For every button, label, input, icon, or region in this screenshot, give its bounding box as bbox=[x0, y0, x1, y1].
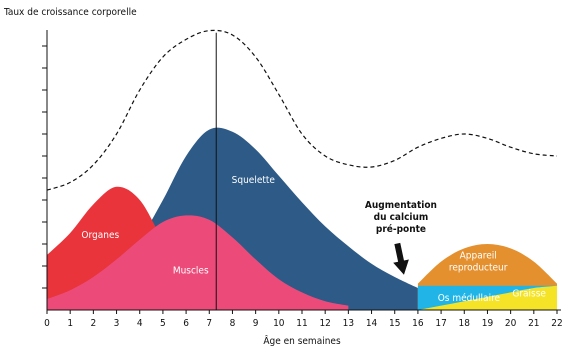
x-tick-label: 16 bbox=[412, 318, 424, 329]
total-line bbox=[46, 29, 558, 191]
x-tick-label: 19 bbox=[482, 318, 494, 329]
x-tick-label: 15 bbox=[389, 318, 400, 329]
series-label: Graisse bbox=[512, 289, 546, 300]
label-line: Appareil bbox=[460, 251, 497, 262]
x-tick-label: 1 bbox=[67, 318, 73, 329]
x-tick-label: 2 bbox=[90, 318, 96, 329]
annotation-text: du calcium bbox=[374, 212, 429, 223]
series-label: Squelette bbox=[232, 175, 276, 186]
annotation-text: Augmentation bbox=[365, 200, 437, 211]
x-tick-label: 3 bbox=[114, 318, 120, 329]
label-line: reproducteur bbox=[449, 263, 508, 274]
x-tick-label: 17 bbox=[435, 318, 446, 329]
x-tick-label: 13 bbox=[343, 318, 354, 329]
x-tick-label: 20 bbox=[505, 318, 517, 329]
series-label: Os médullaire bbox=[438, 292, 501, 304]
x-tick-label: 18 bbox=[459, 318, 471, 329]
area bbox=[417, 285, 557, 310]
x-tick-label: 21 bbox=[528, 318, 539, 329]
area bbox=[47, 215, 349, 310]
series-label: Organes bbox=[81, 230, 119, 241]
x-tick-label: 5 bbox=[160, 318, 166, 329]
x-tick-label: 7 bbox=[206, 318, 212, 329]
x-tick-label: 11 bbox=[296, 318, 307, 329]
annotation-text: pré-ponte bbox=[376, 223, 426, 235]
series-label: Appareil reproducteur bbox=[449, 251, 508, 274]
series-label: Muscles bbox=[173, 265, 209, 276]
x-tick-label: 4 bbox=[137, 318, 143, 329]
x-tick-label: 6 bbox=[183, 318, 189, 329]
x-tick-label: 8 bbox=[230, 318, 236, 329]
x-tick-label: 0 bbox=[44, 318, 50, 329]
x-tick-label: 22 bbox=[551, 318, 562, 329]
x-tick-label: 10 bbox=[273, 318, 285, 329]
x-axis-label: Âge en semaines bbox=[263, 334, 341, 347]
annotation-arrow bbox=[393, 242, 409, 275]
x-tick-label: 14 bbox=[366, 318, 378, 329]
x-tick-label: 12 bbox=[319, 318, 330, 329]
x-tick-label: 9 bbox=[253, 318, 259, 329]
y-axis-label: Taux de croissance corporelle bbox=[3, 7, 137, 18]
